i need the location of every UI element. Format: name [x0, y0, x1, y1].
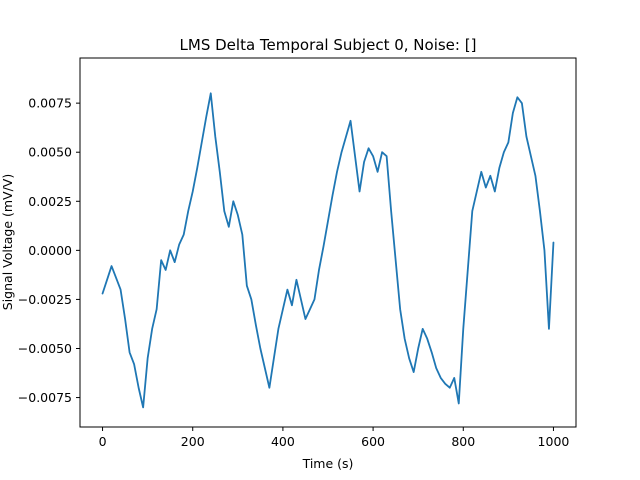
y-tick-label: −0.0075	[18, 390, 72, 405]
chart-title: LMS Delta Temporal Subject 0, Noise: []	[180, 36, 477, 54]
plot-area	[80, 58, 576, 427]
y-tick-label: 0.0000	[28, 243, 72, 258]
x-axis: 0 200 400 600 800 1000	[99, 427, 570, 449]
x-axis-label: Time (s)	[302, 456, 354, 471]
y-axis: −0.0075 −0.0050 −0.0025 0.0000 0.0025 0.0050 0…	[18, 96, 80, 405]
x-tick-label: 0	[99, 434, 107, 449]
x-tick-label: 600	[361, 434, 385, 449]
y-tick-label: −0.0025	[18, 292, 72, 307]
x-tick-label: 1000	[538, 434, 570, 449]
y-tick-label: 0.0025	[28, 194, 72, 209]
series-layer	[101, 92, 555, 409]
y-tick-label: 0.0050	[28, 145, 72, 160]
series-line-0	[101, 92, 555, 409]
y-tick-label: 0.0075	[28, 96, 72, 111]
x-tick-label: 800	[451, 434, 475, 449]
x-tick-label: 200	[181, 434, 205, 449]
y-tick-label: −0.0050	[18, 341, 72, 356]
y-axis-label: Signal Voltage (mV/V)	[0, 174, 15, 310]
x-tick-label: 400	[271, 434, 295, 449]
plot-frame	[79, 57, 577, 428]
